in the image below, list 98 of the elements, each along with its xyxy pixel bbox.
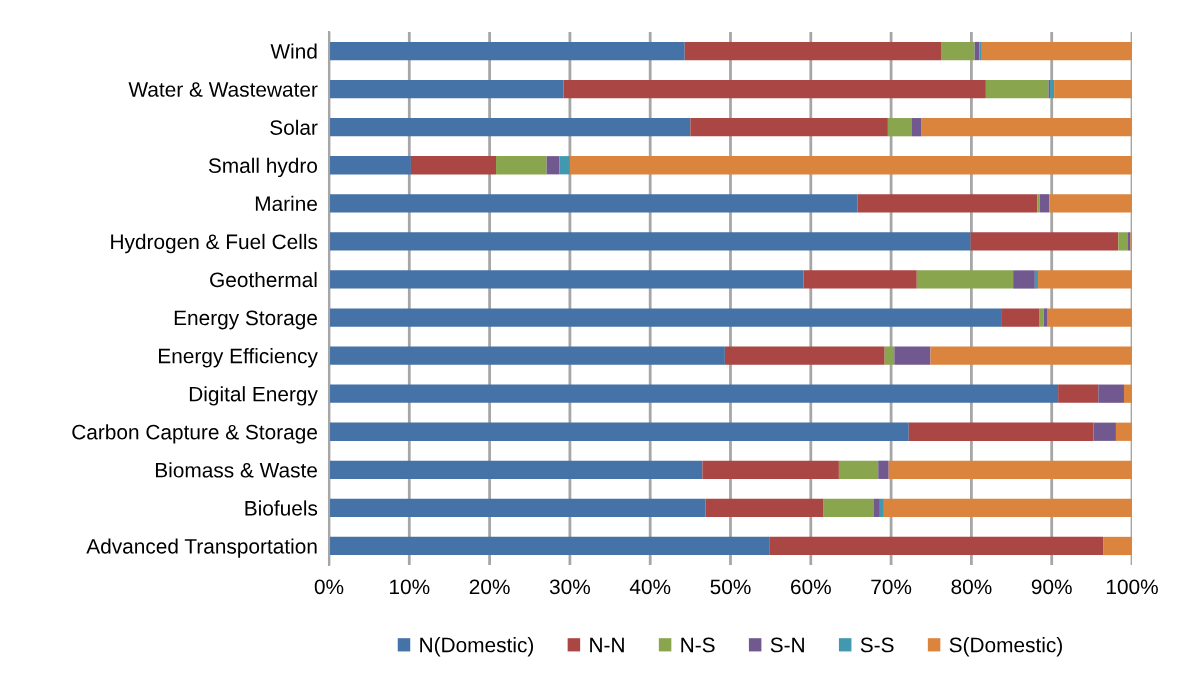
bar xyxy=(884,346,895,365)
bar xyxy=(329,270,804,289)
bar xyxy=(569,156,1132,175)
bar xyxy=(1043,308,1048,327)
bar xyxy=(916,270,1014,289)
y-tick-label: Marine xyxy=(255,195,317,212)
bar xyxy=(724,346,885,365)
y-tick-label: Biofuels xyxy=(245,500,318,516)
x-tick-label: 90% xyxy=(1031,579,1072,595)
x-tick-label: 80% xyxy=(951,579,992,595)
bar xyxy=(970,232,1119,251)
bar xyxy=(329,460,703,479)
bar xyxy=(769,536,1104,556)
bar xyxy=(921,118,1132,137)
y-tick-label: Advanced Transportation xyxy=(86,538,317,558)
bar xyxy=(329,346,725,365)
bar xyxy=(1049,194,1132,213)
bar xyxy=(888,460,1132,479)
bar xyxy=(985,79,1049,99)
bar xyxy=(496,156,547,175)
bar xyxy=(329,308,1002,327)
bar xyxy=(329,422,909,441)
bar xyxy=(1039,308,1044,327)
bar xyxy=(894,346,931,365)
x-tick-label: 20% xyxy=(469,579,510,595)
y-tick-label: Hydrogen & Fuel Cells xyxy=(111,233,318,254)
x-tick-label: 40% xyxy=(629,579,671,595)
bar xyxy=(1047,308,1132,327)
bar xyxy=(1123,384,1132,403)
bar xyxy=(559,156,570,175)
bar xyxy=(1054,79,1132,99)
bar xyxy=(878,460,889,479)
bar xyxy=(1034,270,1039,289)
legend-label: N-N xyxy=(590,637,624,653)
bar xyxy=(1098,384,1124,403)
bar xyxy=(908,422,1094,441)
legend-label: N(Domestic) xyxy=(420,637,534,657)
bar xyxy=(911,118,922,137)
bar xyxy=(981,41,1132,61)
x-tick-label: 70% xyxy=(871,579,912,595)
bar xyxy=(873,498,880,518)
bar xyxy=(883,498,1132,518)
x-tick-label: 10% xyxy=(390,579,430,595)
bar xyxy=(329,232,971,251)
x-tick-label: 30% xyxy=(549,579,591,595)
bar xyxy=(684,41,942,61)
y-tick-label: Energy Efficiency xyxy=(159,348,318,368)
bar xyxy=(930,346,1132,365)
bar xyxy=(1103,536,1132,556)
bar xyxy=(329,156,411,175)
legend-label: S-N xyxy=(770,637,804,653)
bar xyxy=(329,41,685,61)
bar xyxy=(823,498,874,518)
bar xyxy=(1038,270,1132,289)
bar xyxy=(329,194,858,213)
y-tick-label: Biomass & Waste xyxy=(155,462,317,478)
y-tick-label: Small hydro xyxy=(208,157,318,178)
legend-label: N-S xyxy=(681,637,715,653)
bar xyxy=(887,118,912,137)
bar xyxy=(702,460,839,479)
bar xyxy=(690,118,888,137)
x-tick-label: 100% xyxy=(1106,579,1158,595)
bar xyxy=(1118,232,1128,251)
y-tick-label: Water & Wastewater xyxy=(128,82,318,97)
bar xyxy=(705,498,824,518)
bar xyxy=(941,41,975,61)
x-tick-label: 60% xyxy=(791,579,831,595)
x-tick-label: 0% xyxy=(314,579,344,595)
y-tick-label: Wind xyxy=(270,43,317,59)
y-tick-label: Solar xyxy=(270,119,318,135)
bar xyxy=(1001,308,1040,327)
bar xyxy=(329,384,1059,403)
bar xyxy=(563,79,986,99)
bar xyxy=(329,79,564,99)
bar xyxy=(1050,79,1055,99)
y-tick-label: Geothermal xyxy=(210,271,317,288)
bar xyxy=(329,498,706,518)
bar xyxy=(1013,270,1035,289)
bar xyxy=(879,498,884,518)
bar xyxy=(546,156,560,175)
legend-label: S-S xyxy=(860,637,894,653)
bar xyxy=(1058,384,1099,403)
legend-label: S(Domestic) xyxy=(949,637,1062,657)
bar xyxy=(1039,194,1050,213)
bar xyxy=(1093,422,1116,441)
y-tick-label: Energy Storage xyxy=(174,310,317,330)
bar xyxy=(410,156,497,175)
bar xyxy=(838,460,879,479)
bar xyxy=(329,536,770,556)
x-tick-label: 50% xyxy=(710,579,751,595)
bar xyxy=(1115,422,1132,441)
y-tick-label: Carbon Capture & Storage xyxy=(72,424,317,444)
bar xyxy=(979,41,982,61)
bar xyxy=(803,270,917,289)
bar xyxy=(857,194,1038,213)
y-tick-label: Digital Energy xyxy=(189,386,318,406)
bar xyxy=(1037,194,1040,213)
bar xyxy=(329,118,691,137)
